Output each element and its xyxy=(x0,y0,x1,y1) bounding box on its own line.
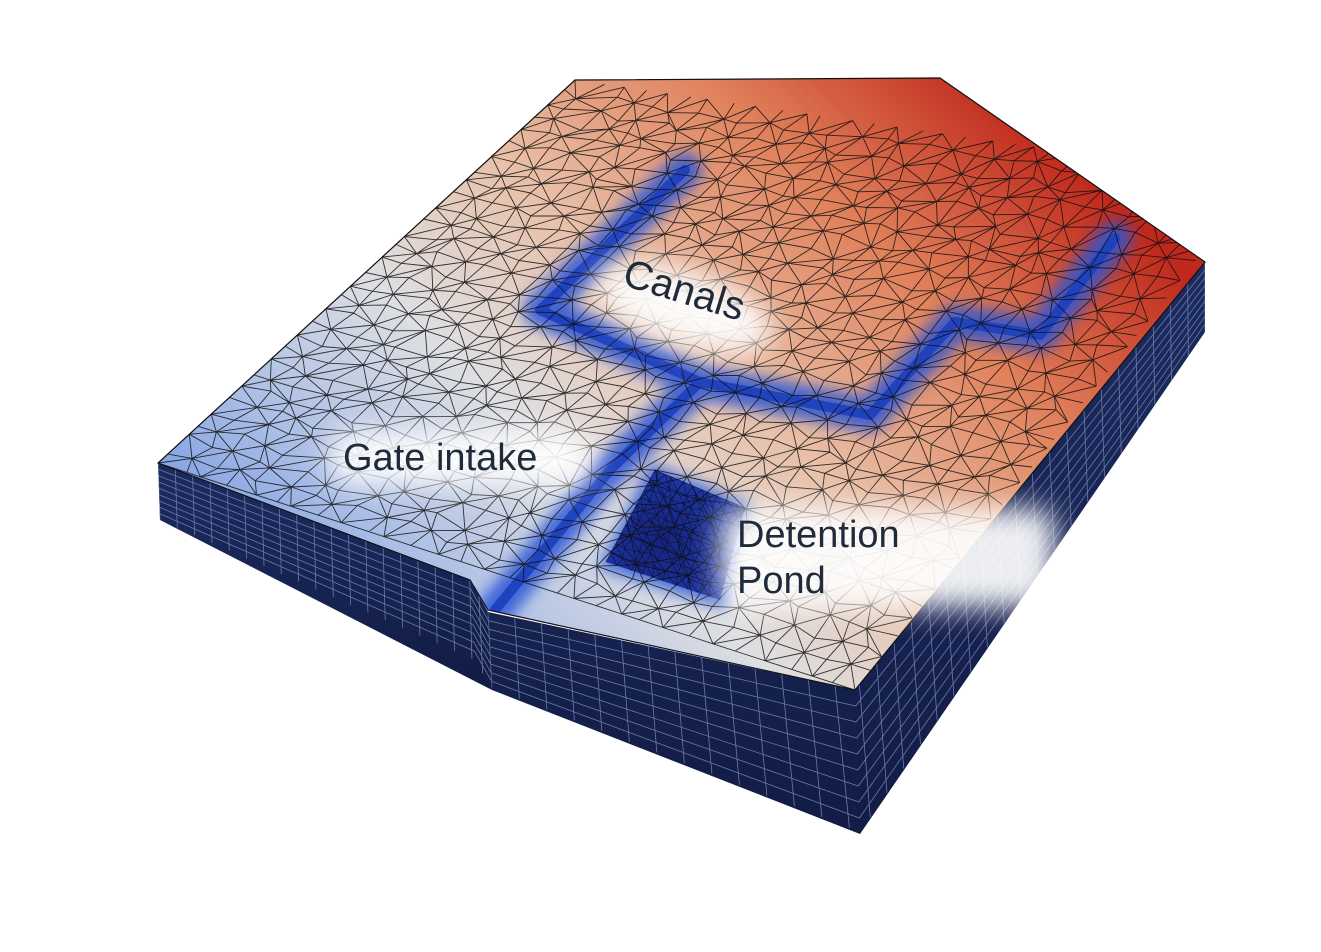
detention-label-line1: Detention xyxy=(737,514,900,556)
side-wall-grid xyxy=(488,262,1205,830)
side-wall-left xyxy=(158,463,492,690)
pond-fine-mesh xyxy=(605,469,746,601)
pond-mesh-edges xyxy=(605,469,746,601)
side-wall-right xyxy=(488,262,1205,834)
mesh-edges xyxy=(158,79,1205,690)
side-wall-grid xyxy=(158,463,492,688)
triangular-mesh xyxy=(158,79,1205,690)
label-glows xyxy=(330,264,1055,608)
detention-label-line2: Pond xyxy=(737,560,826,602)
gate-intake-label: Gate intake xyxy=(343,437,537,479)
canal-channels xyxy=(478,153,1132,627)
detention-pond xyxy=(598,462,752,610)
